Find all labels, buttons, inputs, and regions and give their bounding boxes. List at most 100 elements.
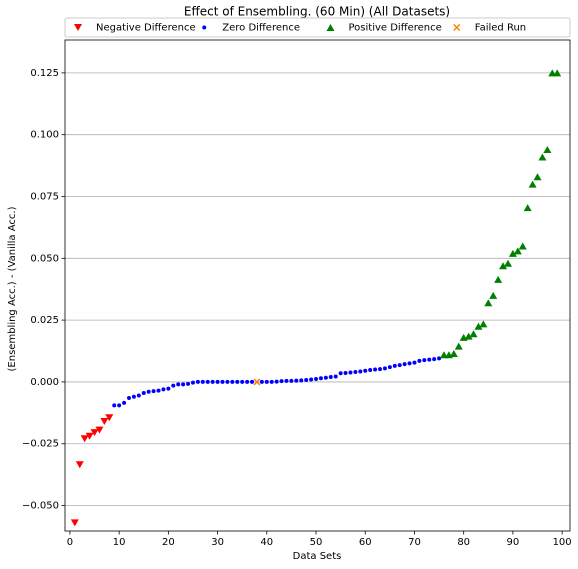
x-tick-label: 40 bbox=[260, 537, 273, 548]
data-point bbox=[279, 379, 284, 384]
data-point bbox=[387, 365, 392, 370]
data-point bbox=[105, 414, 114, 422]
data-point bbox=[220, 379, 225, 384]
data-point bbox=[363, 368, 368, 373]
data-point bbox=[190, 380, 195, 385]
y-axis-label: (Ensembling Acc.) - (Vanilla Acc.) bbox=[7, 206, 18, 371]
data-point bbox=[151, 389, 156, 394]
data-point bbox=[122, 400, 127, 405]
data-point bbox=[215, 379, 220, 384]
data-point bbox=[417, 358, 422, 363]
data-point bbox=[250, 379, 255, 384]
data-point bbox=[474, 322, 483, 330]
data-point bbox=[269, 379, 274, 384]
data-point bbox=[210, 379, 215, 384]
data-point bbox=[437, 356, 442, 361]
y-tick-label: 0.075 bbox=[30, 191, 59, 202]
data-point bbox=[171, 383, 176, 388]
data-point bbox=[464, 332, 473, 340]
data-point bbox=[454, 342, 463, 350]
data-point bbox=[235, 379, 240, 384]
data-point bbox=[100, 417, 109, 425]
data-point bbox=[141, 391, 146, 396]
data-point bbox=[338, 371, 343, 376]
data-point bbox=[95, 426, 104, 434]
data-point bbox=[358, 369, 363, 374]
data-point bbox=[323, 375, 328, 380]
data-point bbox=[503, 259, 512, 267]
plot-frame bbox=[64, 39, 571, 532]
data-point bbox=[469, 330, 478, 338]
legend-marker bbox=[453, 23, 461, 32]
data-point bbox=[284, 378, 289, 383]
data-point bbox=[382, 366, 387, 371]
data-point bbox=[494, 275, 503, 283]
data-point bbox=[294, 378, 299, 383]
data-point bbox=[484, 299, 493, 307]
data-point bbox=[402, 362, 407, 367]
data-point bbox=[397, 363, 402, 368]
x-tick-label: 70 bbox=[408, 537, 421, 548]
data-point bbox=[392, 363, 397, 368]
data-point bbox=[432, 357, 437, 362]
data-point bbox=[373, 367, 378, 372]
data-point bbox=[348, 370, 353, 375]
data-point bbox=[264, 379, 269, 384]
chart-title: Effect of Ensembling. (60 Min) (All Data… bbox=[184, 5, 450, 19]
legend-marker bbox=[74, 24, 82, 31]
data-point bbox=[289, 378, 294, 383]
data-point bbox=[112, 403, 117, 408]
data-point bbox=[333, 374, 338, 379]
x-axis-label: Data Sets bbox=[293, 551, 342, 562]
data-point bbox=[70, 519, 79, 527]
y-tick-label: 0.125 bbox=[30, 68, 59, 79]
data-point bbox=[427, 357, 432, 362]
legend-label: Zero Difference bbox=[222, 23, 300, 34]
data-point bbox=[230, 379, 235, 384]
x-tick-label: 80 bbox=[457, 537, 470, 548]
data-point bbox=[156, 388, 161, 393]
data-point bbox=[299, 378, 304, 383]
y-tick-label: −0.050 bbox=[22, 501, 59, 512]
data-point bbox=[126, 395, 131, 400]
data-point bbox=[508, 249, 517, 257]
data-point bbox=[314, 376, 319, 381]
y-tick-label: 0.025 bbox=[30, 315, 59, 326]
x-tick-label: 60 bbox=[359, 537, 372, 548]
data-point bbox=[90, 429, 99, 437]
legend-label: Negative Difference bbox=[96, 23, 196, 34]
data-point bbox=[304, 377, 309, 382]
data-point bbox=[274, 379, 279, 384]
legend-marker bbox=[326, 24, 335, 31]
data-point bbox=[523, 204, 532, 212]
data-point bbox=[553, 69, 562, 77]
data-point bbox=[528, 180, 537, 188]
data-point bbox=[353, 370, 358, 375]
data-point bbox=[259, 379, 264, 384]
data-point bbox=[166, 386, 171, 391]
data-point bbox=[499, 262, 508, 270]
data-point bbox=[533, 173, 542, 181]
x-tick-label: 100 bbox=[553, 537, 572, 548]
data-point bbox=[253, 378, 261, 386]
data-point bbox=[543, 146, 552, 154]
data-point bbox=[186, 381, 191, 386]
data-point bbox=[161, 387, 166, 392]
data-point bbox=[225, 379, 230, 384]
data-point bbox=[245, 379, 250, 384]
y-tick-label: −0.025 bbox=[22, 439, 59, 450]
data-point bbox=[80, 435, 89, 443]
data-point bbox=[195, 379, 200, 384]
data-point bbox=[407, 361, 412, 366]
data-point bbox=[538, 153, 547, 161]
data-point bbox=[489, 291, 498, 299]
data-point bbox=[479, 320, 488, 328]
data-point bbox=[518, 242, 527, 250]
legend-box bbox=[64, 17, 571, 38]
x-tick-label: 10 bbox=[113, 537, 126, 548]
data-point bbox=[378, 367, 383, 372]
data-point bbox=[343, 371, 348, 376]
data-point bbox=[205, 379, 210, 384]
